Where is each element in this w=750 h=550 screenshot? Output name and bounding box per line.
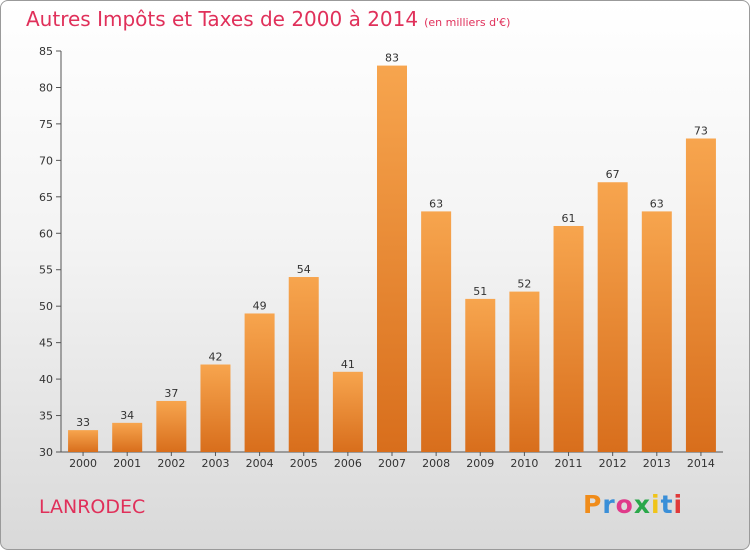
y-tick-label: 60: [39, 227, 53, 240]
bar: [465, 298, 496, 452]
y-tick-label: 45: [39, 337, 53, 350]
title-main: Autres Impôts et Taxes de 2000 à 2014: [26, 7, 419, 31]
bar: [377, 65, 407, 452]
bar-value-label: 34: [120, 409, 134, 422]
bar: [156, 400, 187, 452]
bar-value-label: 51: [473, 285, 487, 298]
x-tick-label: 2001: [113, 457, 141, 470]
y-tick-label: 80: [39, 81, 53, 94]
y-tick-label: 55: [39, 264, 53, 277]
x-tick-label: 2002: [157, 457, 185, 470]
bar: [244, 313, 275, 452]
x-tick-label: 2005: [290, 457, 318, 470]
bar-value-label: 49: [253, 299, 267, 312]
bars: 33 34 37 42 49 54 41 83 63 51 52 61 67 63 73: [68, 52, 716, 452]
axes: 30 35 40 45 50 55 60 65 70 75 80 85 2000 2001 2002 2003…: [39, 45, 723, 470]
bar: [68, 430, 99, 452]
x-tick-label: 2012: [599, 457, 627, 470]
x-tick-label: 2014: [687, 457, 715, 470]
bar: [553, 225, 584, 452]
x-tick-label: 2009: [466, 457, 494, 470]
bar-value-label: 63: [650, 197, 664, 210]
bar: [641, 211, 672, 452]
bar-value-label: 41: [341, 358, 355, 371]
bar: [200, 364, 231, 452]
logo-letter: r: [602, 490, 616, 519]
bar: [112, 422, 143, 452]
bar: [685, 138, 716, 452]
y-tick-label: 70: [39, 154, 53, 167]
bar: [421, 211, 452, 452]
bar-value-label: 42: [208, 351, 222, 364]
y-tick-label: 75: [39, 118, 53, 131]
bar-value-label: 33: [76, 416, 90, 429]
x-tick-label: 2007: [378, 457, 406, 470]
logo-letter: x: [633, 490, 651, 519]
logo-letter: P: [583, 490, 603, 519]
logo-letter: i: [673, 490, 684, 519]
y-tick-label: 85: [39, 45, 53, 58]
x-tick-label: 2008: [422, 457, 450, 470]
bar: [509, 291, 540, 452]
bar: [332, 371, 363, 452]
bar-value-label: 37: [164, 387, 178, 400]
x-tick-label: 2006: [334, 457, 362, 470]
logo-letter: i: [651, 490, 661, 519]
x-tick-label: 2010: [510, 457, 538, 470]
y-tick-label: 65: [39, 191, 53, 204]
bar-value-label: 54: [297, 263, 311, 276]
x-tick-label: 2004: [246, 457, 274, 470]
bar-value-label: 63: [429, 197, 443, 210]
bar-value-label: 52: [517, 278, 531, 291]
x-tick-label: 2000: [69, 457, 97, 470]
bar: [288, 277, 319, 452]
y-tick-label: 30: [39, 446, 53, 459]
y-tick-label: 35: [39, 410, 53, 423]
commune-name: LANRODEC: [39, 496, 146, 518]
bar-value-label: 73: [694, 124, 708, 137]
chart-title: Autres Impôts et Taxes de 2000 à 2014 (en…: [26, 7, 510, 31]
logo-letter: o: [615, 490, 634, 519]
x-tick-label: 2003: [201, 457, 229, 470]
bar-value-label: 67: [606, 168, 620, 181]
bar: [597, 182, 628, 452]
x-tick-label: 2013: [643, 457, 671, 470]
logo-letter: t: [660, 490, 674, 519]
title-unit: (en milliers d'€): [424, 16, 511, 29]
proxiti-logo[interactable]: Proxiti: [583, 490, 683, 519]
y-tick-label: 40: [39, 373, 53, 386]
bar-value-label: 83: [385, 52, 399, 65]
y-tick-label: 50: [39, 300, 53, 313]
x-tick-label: 2011: [555, 457, 583, 470]
bar-value-label: 61: [562, 212, 576, 225]
